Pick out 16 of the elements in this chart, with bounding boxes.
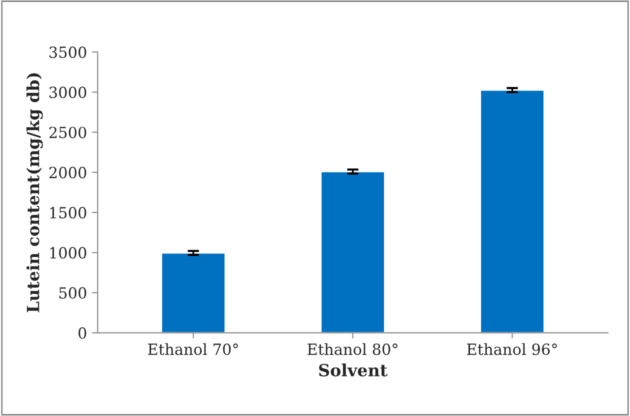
y-tick-label: 2500 bbox=[49, 126, 86, 138]
y-tick-label: 1500 bbox=[50, 206, 86, 218]
bar bbox=[480, 89, 545, 333]
x-tick-label: Ethanol 70° bbox=[148, 343, 238, 356]
x-tick-label: Ethanol 96° bbox=[467, 343, 557, 356]
bar bbox=[320, 170, 386, 333]
y-tick-label: 3000 bbox=[50, 86, 86, 98]
y-tick-label: 0 bbox=[78, 327, 86, 339]
x-axis-title: Solvent bbox=[319, 364, 388, 376]
y-tick-label: 3500 bbox=[50, 46, 86, 58]
y-axis-title: Lutein content(mg/kg db) bbox=[26, 73, 43, 312]
y-tick-label: 500 bbox=[59, 287, 86, 299]
y-tick-label: 1000 bbox=[50, 247, 86, 259]
x-tick-label: Ethanol 80° bbox=[308, 343, 398, 356]
y-tick-label: 2000 bbox=[49, 166, 86, 178]
bar bbox=[160, 252, 226, 333]
